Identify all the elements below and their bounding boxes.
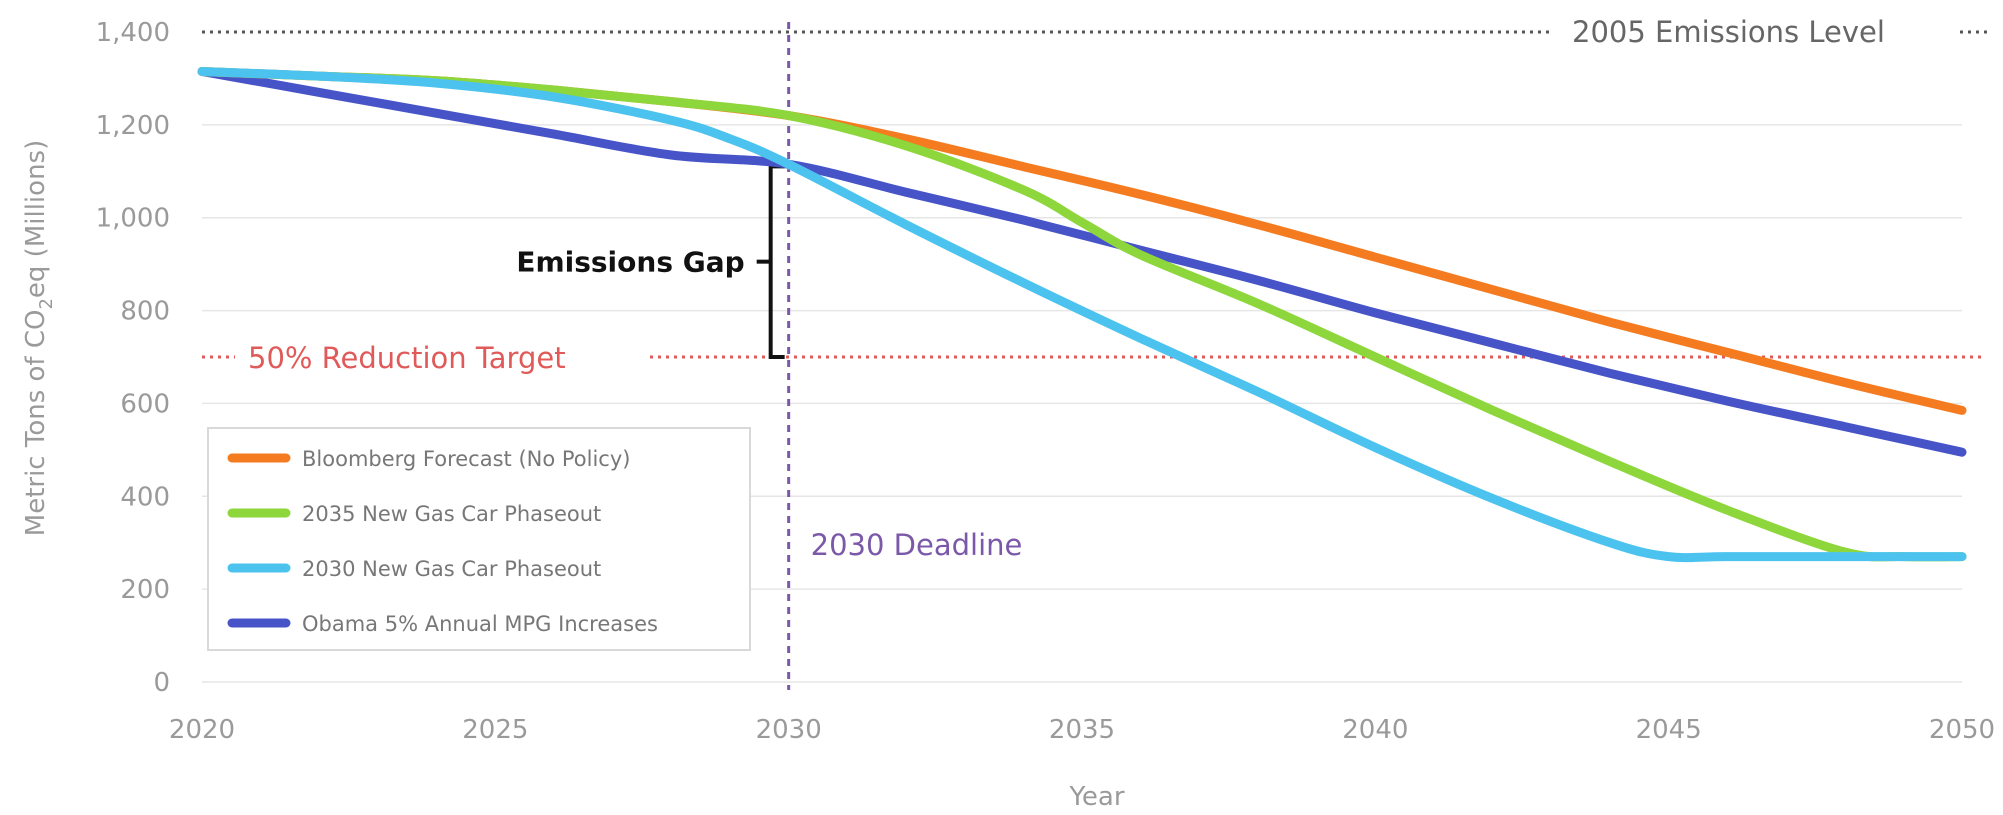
emissions-2005-label: 2005 Emissions Level bbox=[1572, 15, 1885, 49]
x-tick-label: 2040 bbox=[1342, 715, 1408, 745]
y-axis-title-part-2: eq (Millions) bbox=[21, 140, 51, 298]
y-tick-label: 1,400 bbox=[96, 18, 170, 48]
reference-lines: 2005 Emissions Level 50% Reduction Target… bbox=[202, 15, 1990, 690]
y-axis-title-part-1: Metric Tons of CO bbox=[21, 310, 51, 537]
series-line-3 bbox=[197, 67, 1967, 563]
legend-label-2: 2035 New Gas Car Phaseout bbox=[302, 502, 601, 526]
axis-ticks: 0 200 400 600 800 1,000 1,200 1,400 2020 2025 2030… bbox=[96, 18, 1996, 745]
y-tick-label: 200 bbox=[120, 575, 170, 605]
series-line-2 bbox=[197, 67, 1967, 562]
legend-label-3: 2030 New Gas Car Phaseout bbox=[302, 557, 601, 581]
x-axis-title: Year bbox=[1068, 782, 1124, 812]
x-tick-label: 2025 bbox=[462, 715, 528, 745]
legend-box bbox=[207, 427, 751, 651]
x-tick-label: 2030 bbox=[756, 715, 822, 745]
x-tick-label: 2035 bbox=[1049, 715, 1115, 745]
deadline-2030-label: 2030 Deadline bbox=[811, 528, 1023, 562]
legend-label-4: Obama 5% Annual MPG Increases bbox=[302, 612, 658, 636]
y-tick-label: 400 bbox=[120, 482, 170, 512]
x-tick-label: 2050 bbox=[1929, 715, 1995, 745]
y-tick-label: 800 bbox=[120, 297, 170, 327]
y-tick-label: 600 bbox=[120, 389, 170, 419]
emissions-gap-bracket bbox=[768, 164, 785, 359]
y-tick-label: 0 bbox=[153, 668, 170, 698]
series-layer bbox=[197, 67, 1967, 563]
y-tick-label: 1,000 bbox=[96, 204, 170, 234]
legend-label-1: Bloomberg Forecast (No Policy) bbox=[302, 447, 630, 471]
series-line-4 bbox=[197, 67, 1967, 457]
emissions-gap-label: Emissions Gap bbox=[516, 246, 744, 279]
x-tick-label: 2045 bbox=[1636, 715, 1702, 745]
reduction-target-label: 50% Reduction Target bbox=[248, 341, 566, 375]
y-axis-title-subscript: 2 bbox=[36, 298, 57, 309]
legend: Bloomberg Forecast (No Policy) 2035 New G… bbox=[207, 427, 751, 651]
x-tick-label: 2020 bbox=[169, 715, 235, 745]
y-tick-label: 1,200 bbox=[96, 111, 170, 141]
y-axis-title: Metric Tons of CO2eq (Millions) bbox=[21, 140, 57, 536]
